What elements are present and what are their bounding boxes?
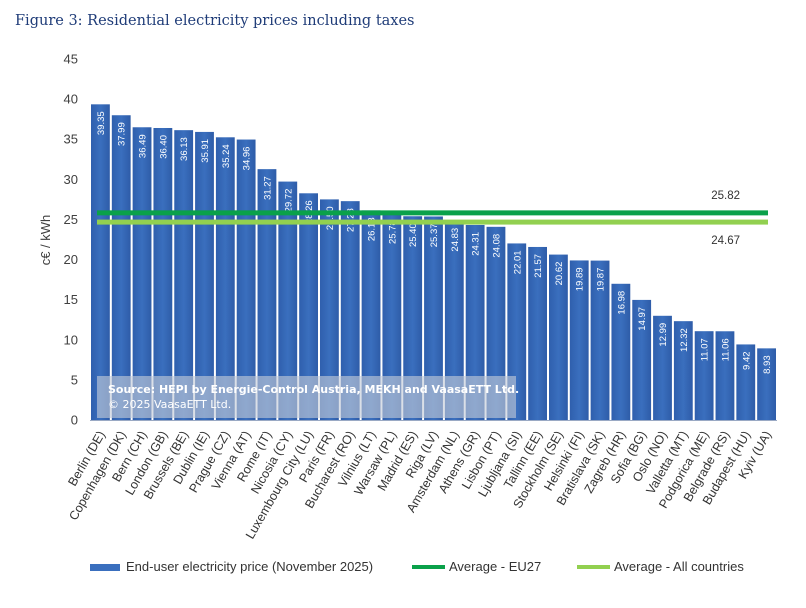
bar-1: [111, 115, 131, 420]
bar-value-label-24: 19.87: [596, 268, 607, 292]
bar-20: [507, 243, 527, 420]
reference-line-label-0: 25.82: [711, 190, 740, 202]
bar-23: [569, 260, 589, 420]
bar-value-label-25: 16.98: [616, 291, 627, 315]
bar-value-label-20: 22.01: [512, 250, 523, 274]
bar-value-label-5: 35.91: [200, 139, 211, 163]
legend-swatch-all: [577, 565, 610, 569]
bar-value-label-17: 24.83: [450, 228, 461, 252]
y-tick-label-15: 15: [64, 292, 78, 307]
bar-0: [91, 104, 110, 420]
bar-value-label-19: 24.08: [491, 234, 502, 258]
y-tick-label-35: 35: [64, 132, 78, 147]
bar-value-label-15: 25.40: [408, 223, 419, 247]
bar-value-label-30: 11.06: [720, 338, 731, 361]
bar-22: [549, 254, 568, 420]
bar-value-label-6: 35.24: [221, 144, 232, 168]
bar-4: [174, 130, 194, 420]
x-axis-tick-labels: Berlin (DE)Copenhagen (DK)Bern (CH)Londo…: [65, 429, 774, 542]
bar-value-label-2: 36.49: [138, 134, 149, 158]
bar-12: [340, 201, 360, 420]
bar-26: [632, 299, 652, 420]
bar-value-label-18: 24.31: [471, 232, 482, 256]
bar-value-label-7: 34.96: [242, 147, 253, 171]
y-tick-label-5: 5: [71, 372, 78, 387]
bar-29: [694, 331, 714, 420]
bar-2: [132, 127, 152, 421]
bar-24: [590, 260, 610, 420]
figure-title: Figure 3: Residential electricity prices…: [15, 13, 415, 29]
bar-value-label-1: 37.99: [117, 122, 128, 146]
bar-value-label-23: 19.89: [575, 267, 586, 291]
bar-25: [611, 283, 631, 420]
y-tick-label-20: 20: [64, 252, 78, 267]
bar-15: [403, 216, 423, 420]
bar-value-label-11: 27.50: [325, 206, 336, 230]
bar-18: [465, 224, 485, 420]
source-annotation: Source: HEPI by Energie-Control Austria,…: [97, 376, 519, 418]
bar-17: [444, 220, 464, 420]
bar-31: [736, 344, 756, 420]
bar-value-label-9: 29.72: [283, 189, 294, 213]
y-tick-label-0: 0: [71, 413, 78, 428]
bar-32: [757, 348, 776, 420]
y-axis-label: c€ / kWh: [38, 215, 53, 266]
bar-value-label-14: 25.78: [387, 220, 398, 244]
bar-value-label-22: 20.62: [554, 262, 565, 286]
bar-19: [486, 226, 506, 420]
bar-6: [215, 137, 235, 421]
bar-value-label-32: 8.93: [762, 355, 773, 374]
bar-value-label-21: 21.57: [533, 254, 544, 278]
bar-13: [361, 210, 381, 420]
bar-value-label-29: 11.07: [700, 338, 711, 361]
bar-10: [299, 193, 318, 420]
average-lines: 25.82 24.67: [97, 190, 768, 247]
legend-label-eu27: Average - EU27: [449, 559, 541, 574]
legend-swatch-eu27: [412, 565, 445, 569]
bar-14: [382, 213, 402, 420]
legend-label-bars: End-user electricity price (November 202…: [126, 559, 373, 574]
bar-5: [195, 131, 214, 420]
bar-21: [528, 246, 547, 420]
legend-swatch-bars: [90, 564, 120, 571]
bar-9: [278, 181, 298, 420]
source-annotation-line-2: © 2025 VaasaETT Ltd.: [108, 398, 231, 411]
bar-16: [424, 216, 443, 420]
bar-7: [236, 139, 256, 421]
bar-value-label-16: 25.37: [429, 223, 440, 247]
bar-value-label-3: 36.40: [158, 135, 169, 159]
bar-value-label-28: 12.32: [679, 328, 690, 352]
y-axis: 0 5 10 15 20 25 30 35 40 45: [64, 52, 78, 428]
bar-11: [320, 199, 339, 420]
bar-value-label-0: 39.35: [96, 111, 107, 135]
bar-30: [715, 331, 735, 420]
reference-line-0: [97, 210, 768, 216]
source-annotation-line-1: Source: HEPI by Energie-Control Austria,…: [108, 383, 519, 396]
legend: End-user electricity price (November 202…: [90, 559, 744, 574]
bar-value-label-26: 14.97: [637, 307, 648, 331]
bars: 39.35 37.99 36.49 36.40 36.13 35.91 35.24 34.96…: [90, 104, 777, 421]
bar-value-label-27: 12.99: [658, 323, 669, 347]
bar-28: [673, 321, 693, 420]
bar-27: [653, 315, 672, 420]
reference-line-1: [97, 219, 768, 225]
y-tick-label-10: 10: [64, 332, 78, 347]
bar-value-label-31: 9.42: [741, 351, 752, 370]
source-annotation-box: [97, 376, 516, 418]
reference-line-label-1: 24.67: [711, 235, 740, 247]
bar-8: [257, 169, 277, 420]
y-tick-label-25: 25: [64, 212, 78, 227]
bar-value-label-13: 26.13: [367, 217, 378, 241]
y-tick-label-40: 40: [64, 92, 78, 107]
y-tick-label-45: 45: [64, 52, 78, 67]
bar-3: [153, 127, 173, 420]
y-tick-label-30: 30: [64, 172, 78, 187]
bar-value-label-8: 31.27: [262, 176, 273, 200]
bar-value-label-4: 36.13: [179, 137, 190, 161]
legend-label-all: Average - All countries: [614, 559, 744, 574]
